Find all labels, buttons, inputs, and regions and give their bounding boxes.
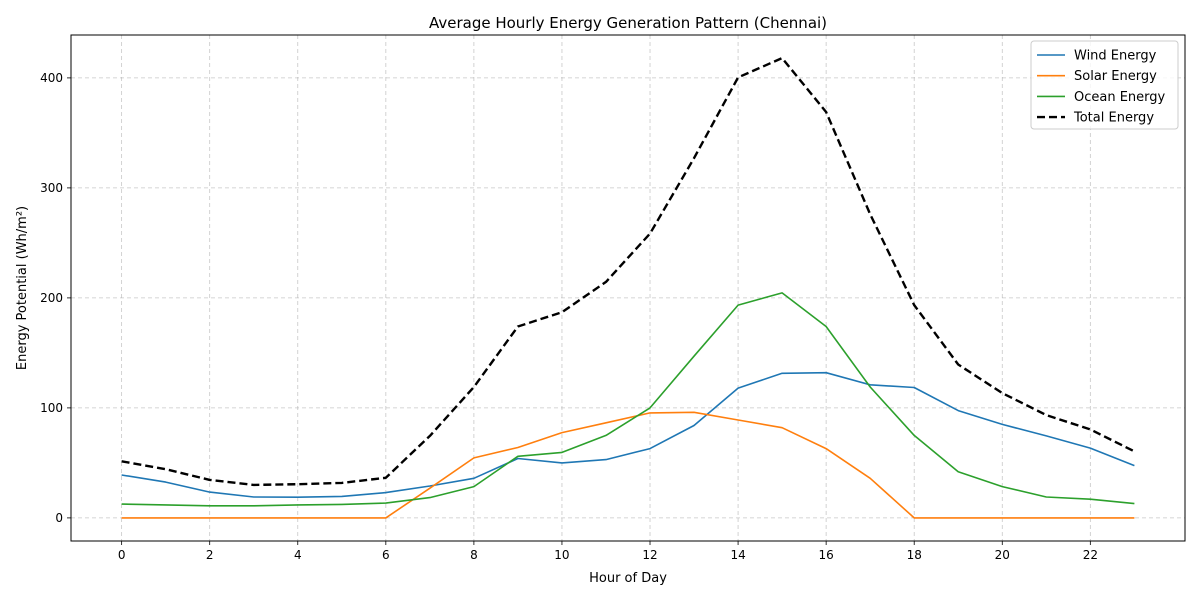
x-tick-label: 22 <box>1083 548 1098 562</box>
series-lines <box>121 56 1135 519</box>
x-tick-label: 4 <box>294 548 302 562</box>
legend: Wind Energy Solar Energy Ocean Energy Total… <box>1030 40 1179 130</box>
x-tick-label: 0 <box>118 548 126 562</box>
legend-box <box>1030 40 1179 130</box>
legend-label-wind-energy: Wind Energy <box>1074 49 1157 64</box>
grid-lines <box>71 35 1185 541</box>
x-axis-ticks: 0 2 4 6 8 10 12 14 16 18 20 22 <box>118 541 1098 562</box>
series-line-wind-energy <box>121 371 1135 499</box>
y-axis-ticks: 0 100 200 300 400 <box>40 71 71 525</box>
y-tick-label: 400 <box>40 71 63 85</box>
legend-label-solar-energy: Solar Energy <box>1074 69 1157 84</box>
series-line-total-energy <box>121 56 1135 487</box>
legend-label-ocean-energy: Ocean Energy <box>1074 90 1166 105</box>
x-tick-label: 12 <box>642 548 657 562</box>
x-tick-label: 18 <box>907 548 922 562</box>
y-tick-label: 300 <box>40 181 63 195</box>
y-tick-label: 100 <box>40 401 63 415</box>
x-tick-label: 8 <box>470 548 478 562</box>
x-tick-label: 14 <box>730 548 745 562</box>
legend-label-total-energy: Total Energy <box>1073 111 1154 126</box>
y-axis-label: Energy Potential (Wh/m²) <box>15 206 30 370</box>
x-axis-label: Hour of Day <box>589 571 667 586</box>
x-tick-label: 16 <box>819 548 834 562</box>
y-tick-label: 0 <box>55 511 63 525</box>
chart-title: Average Hourly Energy Generation Pattern… <box>429 14 827 32</box>
x-tick-label: 6 <box>382 548 390 562</box>
plot-frame <box>70 34 1186 542</box>
series-line-solar-energy <box>121 411 1135 519</box>
y-tick-label: 200 <box>40 291 63 305</box>
series-line-ocean-energy <box>121 292 1135 507</box>
x-tick-label: 10 <box>554 548 569 562</box>
x-tick-label: 20 <box>995 548 1010 562</box>
x-tick-label: 2 <box>206 548 214 562</box>
